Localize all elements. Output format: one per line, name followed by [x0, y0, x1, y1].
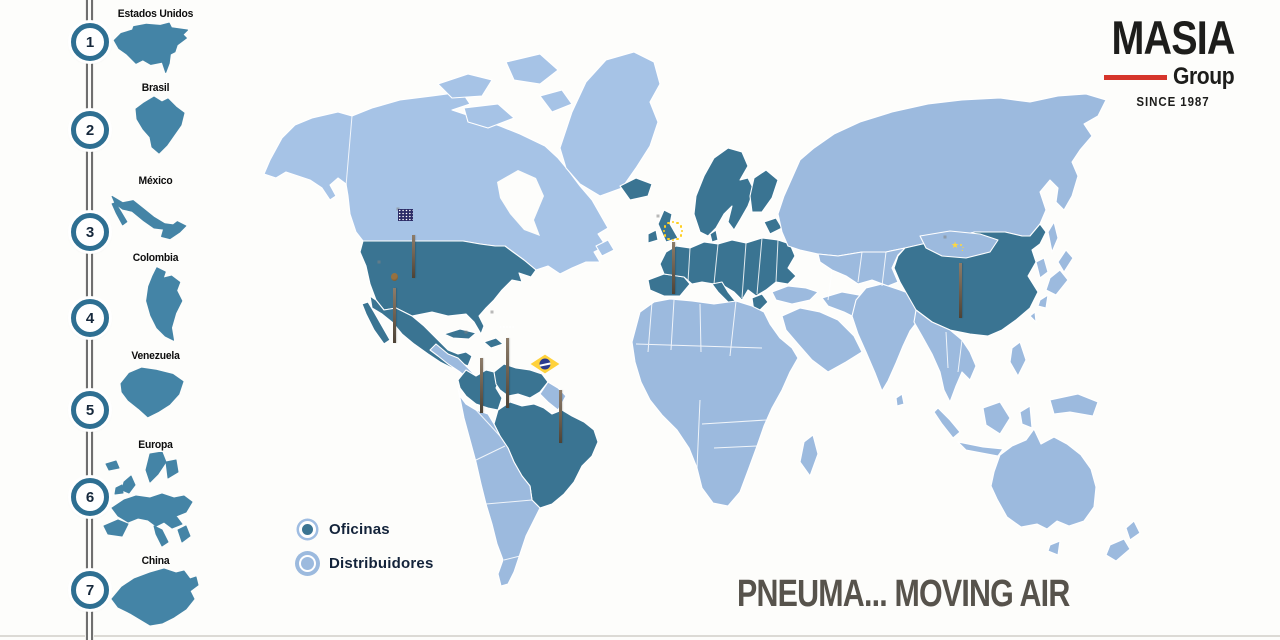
- step-number: 6: [85, 488, 95, 506]
- map-region-newfoundland: [595, 239, 615, 257]
- step-number: 3: [85, 223, 95, 241]
- map-region-central-europe: [659, 237, 797, 301]
- logo-group-text: Group: [1172, 63, 1235, 90]
- map-region-java: [957, 441, 1004, 457]
- sidebar-label-colombia: Colombia: [132, 252, 179, 264]
- map-region-japan: [1057, 249, 1074, 273]
- masia-logo: MASIA Group SINCE 1987: [1098, 14, 1248, 109]
- pin-stick: [480, 358, 483, 413]
- map-region-taiwan: [1029, 311, 1037, 323]
- pin-stick: [672, 242, 675, 294]
- map-region-turkey: [771, 285, 819, 305]
- map-region-tasmania: [1047, 540, 1061, 556]
- map-region-sulawesi: [1019, 405, 1033, 429]
- tagline: PNEUMA... MOVING AIR: [737, 573, 1070, 615]
- map-region-madagascar: [799, 434, 819, 477]
- step-badge-2: 2: [71, 111, 109, 149]
- venezuela-silhouette-icon: [120, 367, 184, 418]
- map-region-ireland: [647, 229, 659, 244]
- map-region-new-guinea: [1049, 393, 1099, 417]
- europa-silhouette-icon: [103, 452, 193, 547]
- sidebar-label-mexico: México: [138, 175, 173, 187]
- brazil-silhouette-icon: [135, 96, 185, 154]
- legend-row-distributors: Distribuidores: [292, 548, 433, 578]
- pin-stick: [393, 288, 396, 343]
- step-number: 7: [85, 581, 95, 599]
- map-region-sumatra: [933, 407, 961, 439]
- step-number: 2: [85, 121, 95, 139]
- map-region-sakhalin: [1047, 221, 1059, 253]
- step-badge-7: 7: [71, 571, 109, 609]
- arctic-island: [463, 103, 515, 129]
- map-region-arabia: [781, 307, 863, 373]
- step-badge-6: 6: [71, 478, 109, 516]
- hudson-bay: [497, 170, 544, 236]
- map-region-indochina: [913, 309, 977, 403]
- usa-silhouette-icon: [113, 22, 189, 73]
- map-region-india: [851, 283, 927, 392]
- step-badge-3: 3: [71, 213, 109, 251]
- arctic-island: [539, 89, 573, 113]
- logo-brand-text: MASIA: [1111, 11, 1235, 64]
- pin-stick: [559, 390, 562, 443]
- pin-stick: [959, 263, 962, 318]
- map-region-greenland: [559, 51, 661, 197]
- legend-office-label: Oficinas: [329, 520, 390, 538]
- map-region-baja: [361, 301, 391, 345]
- pin-stick: [412, 235, 415, 278]
- map-region-new-zealand: [1105, 538, 1131, 562]
- map-region-hispaniola: [483, 337, 504, 349]
- sidebar-label-estados-unidos: Estados Unidos: [117, 8, 194, 20]
- bottom-divider: [0, 635, 1280, 637]
- legend: Oficinas Distribuidores: [292, 514, 433, 582]
- logo-red-line: [1104, 74, 1167, 80]
- pin-stick: [506, 338, 509, 408]
- map-region-cuba: [443, 328, 477, 340]
- legend-distributor-label: Distribuidores: [329, 554, 434, 572]
- map-region-sri-lanka: [895, 393, 905, 407]
- step-badge-5: 5: [71, 391, 109, 429]
- map-region-mongolia: [919, 230, 999, 259]
- map-region-south-america-west: [457, 387, 541, 587]
- legend-row-offices: Oficinas: [292, 514, 433, 544]
- map-region-iceland: [619, 177, 653, 201]
- sidebar-label-europa: Europa: [138, 439, 173, 451]
- map-region-denmark: [709, 229, 719, 243]
- step-number: 1: [85, 33, 95, 51]
- map-region-australia: [990, 428, 1097, 530]
- map-region-borneo: [982, 401, 1011, 435]
- map-region-japan: [1037, 294, 1049, 309]
- map-region-philippines: [1009, 341, 1027, 377]
- sidebar-label-venezuela: Venezuela: [131, 350, 180, 362]
- map-region-japan: [1045, 269, 1069, 296]
- step-number: 5: [85, 401, 95, 419]
- distributor-marker-icon: [299, 554, 316, 572]
- arctic-island: [437, 73, 493, 99]
- step-badge-4: 4: [71, 299, 109, 337]
- step-badge-1: 1: [71, 23, 109, 61]
- mexico-silhouette-icon: [111, 195, 187, 240]
- map-region-finland: [749, 169, 779, 213]
- logo-since-text: SINCE 1987: [1136, 95, 1210, 109]
- step-number: 4: [85, 309, 95, 327]
- map-region-africa: [631, 298, 799, 507]
- map-region-usa: [359, 240, 537, 335]
- sidebar-label-brasil: Brasil: [141, 82, 170, 94]
- map-region-korea: [1035, 257, 1049, 279]
- sidebar-label-china: China: [141, 555, 170, 567]
- logo-underline-row: Group: [1098, 63, 1248, 91]
- map-region-mexico: [369, 295, 473, 369]
- map-region-uk: [657, 209, 679, 243]
- colombia-silhouette-icon: [146, 267, 183, 341]
- map-region-new-zealand: [1125, 520, 1141, 541]
- country-borders: [345, 115, 963, 561]
- map-region-china: [893, 223, 1047, 337]
- map-region-scandinavia: [693, 147, 755, 237]
- china-silhouette-icon: [111, 568, 199, 626]
- arctic-island: [505, 53, 559, 85]
- office-marker-icon: [299, 520, 316, 538]
